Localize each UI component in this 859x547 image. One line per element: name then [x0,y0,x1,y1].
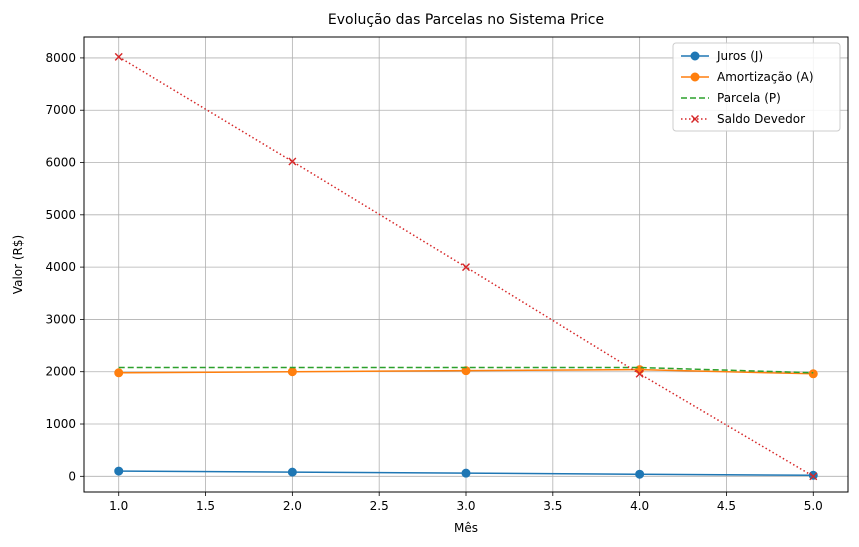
data-point [287,467,297,477]
y-axis-label: Valor (R$) [11,235,25,294]
x-tick-label: 2.5 [370,499,389,513]
legend-label: Saldo Devedor [717,112,805,126]
y-tick-label: 7000 [45,103,76,117]
series-3 [114,52,818,481]
legend-entry: Amortização (A) [681,70,814,84]
x-tick-label: 5.0 [804,499,823,513]
legend-label: Amortização (A) [717,70,814,84]
y-tick-label: 0 [68,469,76,483]
x-tick-label: 3.0 [456,499,475,513]
series-2 [118,366,814,374]
x-marker-stroke [288,157,297,166]
x-marker-stroke [691,115,699,123]
x-marker-stroke [114,52,123,61]
legend-marker [690,72,700,82]
x-tick-label: 4.5 [717,499,736,513]
legend-entry: Parcela (P) [681,91,781,105]
data-point [287,367,297,377]
data-point [808,470,818,480]
x-marker-stroke [462,263,470,272]
chart-title: Evolução das Parcelas no Sistema Price [328,12,604,28]
x-tick-label: 1.0 [109,499,128,513]
x-tick-label: 2.0 [283,499,302,513]
legend-entry: Saldo Devedor [681,112,805,126]
legend-label: Juros (J) [716,49,763,63]
series-line [118,366,814,374]
y-tick-label: 8000 [45,51,76,65]
x-tick-label: 4.0 [630,499,649,513]
data-point [635,469,645,479]
y-tick-label: 2000 [45,365,76,379]
series-layer [114,52,818,481]
y-axis-ticks: 0 1000 2000 3000 4000 5000 6000 7000 8000 [45,51,84,483]
x-marker-stroke [635,369,644,378]
data-point [808,369,818,379]
y-tick-label: 4000 [45,260,76,274]
series-0 [114,466,818,480]
legend-marker [691,115,699,123]
y-tick-label: 3000 [45,312,76,326]
y-tick-label: 5000 [45,208,76,222]
data-point [114,466,124,476]
x-axis-label: Mês [454,521,478,535]
legend-label: Parcela (P) [717,91,781,105]
legend-marker [690,51,700,61]
data-point [461,468,471,478]
legend-entry: Juros (J) [681,49,763,63]
legend: Juros (J) Amortização (A) Parcela (P) Saldo… [672,42,841,132]
series-line [118,56,814,477]
data-point [461,366,471,376]
data-point [809,472,818,481]
x-axis-ticks: 1.0 1.5 2.0 2.5 3.0 3.5 4.0 4.5 5.0 [109,492,823,513]
y-tick-label: 6000 [45,156,76,170]
x-tick-label: 1.5 [196,499,215,513]
data-point [462,263,470,272]
data-point [288,157,297,166]
y-tick-label: 1000 [45,417,76,431]
series-1 [114,365,818,379]
legend-box [672,42,841,132]
data-point [114,52,123,61]
x-marker-stroke [809,472,818,481]
data-point [635,369,644,378]
x-tick-label: 3.5 [543,499,562,513]
data-point [114,368,124,378]
